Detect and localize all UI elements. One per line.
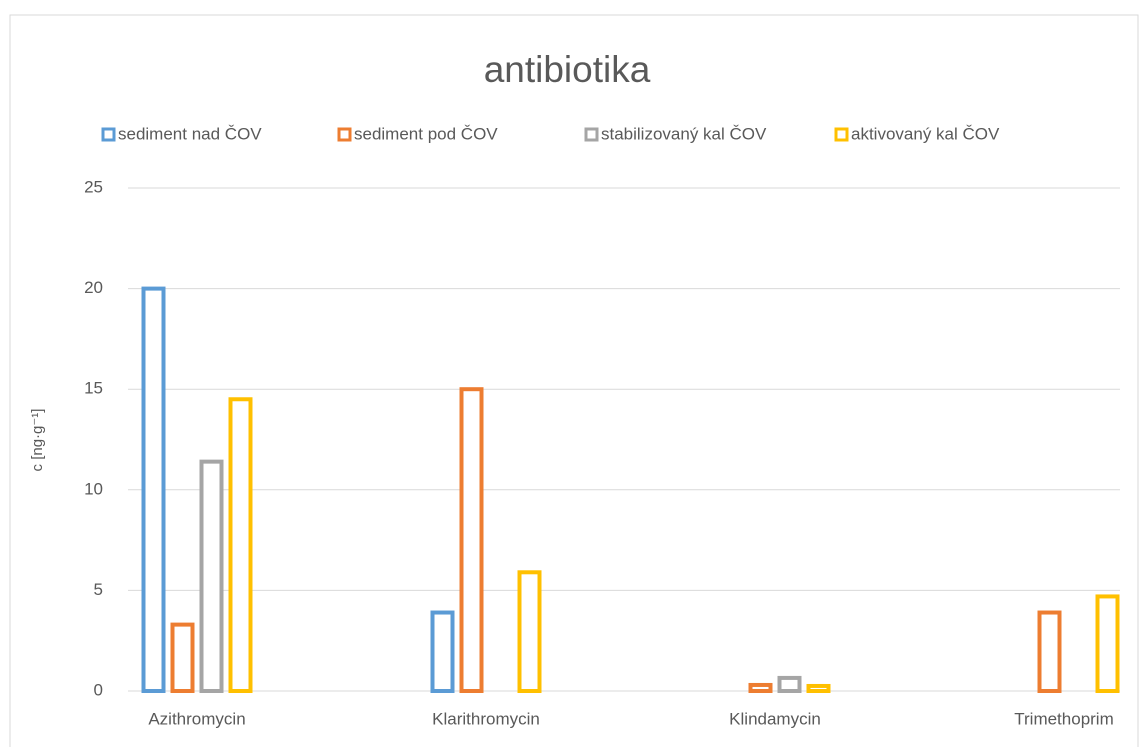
x-tick-label: Klindamycin: [729, 709, 821, 728]
x-tick-label: Azithromycin: [148, 709, 245, 728]
x-tick-label: Klarithromycin: [432, 709, 540, 728]
bar: [748, 682, 773, 693]
bar: [430, 610, 455, 693]
chart-title: antibiotika: [484, 49, 651, 90]
legend-label: stabilizovaný kal ČOV: [601, 124, 767, 143]
bar: [199, 459, 224, 693]
y-tick-label: 25: [84, 177, 103, 196]
bar: [1037, 610, 1062, 693]
bar: [1095, 594, 1120, 693]
y-tick-label: 10: [84, 479, 103, 498]
chart-border: [9, 14, 1139, 747]
y-tick-label: 15: [84, 379, 103, 398]
bar: [141, 286, 166, 693]
y-axis-label: c [ng·g⁻¹]: [29, 409, 46, 472]
legend-swatch: [101, 127, 116, 142]
legend-label: aktivovaný kal ČOV: [851, 124, 1000, 143]
y-tick-label: 20: [84, 278, 103, 297]
bar: [170, 622, 195, 693]
legend-label: sediment pod ČOV: [354, 124, 498, 143]
legend-swatch: [584, 127, 599, 142]
x-tick-label: Trimethoprim: [1014, 709, 1114, 728]
bar: [777, 675, 802, 693]
y-tick-label: 5: [94, 580, 103, 599]
bar: [806, 683, 831, 693]
bar: [459, 387, 484, 693]
legend-swatch: [337, 127, 352, 142]
bar: [228, 397, 253, 693]
y-tick-label: 0: [94, 680, 103, 699]
bar: [517, 570, 542, 693]
legend-swatch: [834, 127, 849, 142]
legend-label: sediment nad ČOV: [118, 124, 262, 143]
